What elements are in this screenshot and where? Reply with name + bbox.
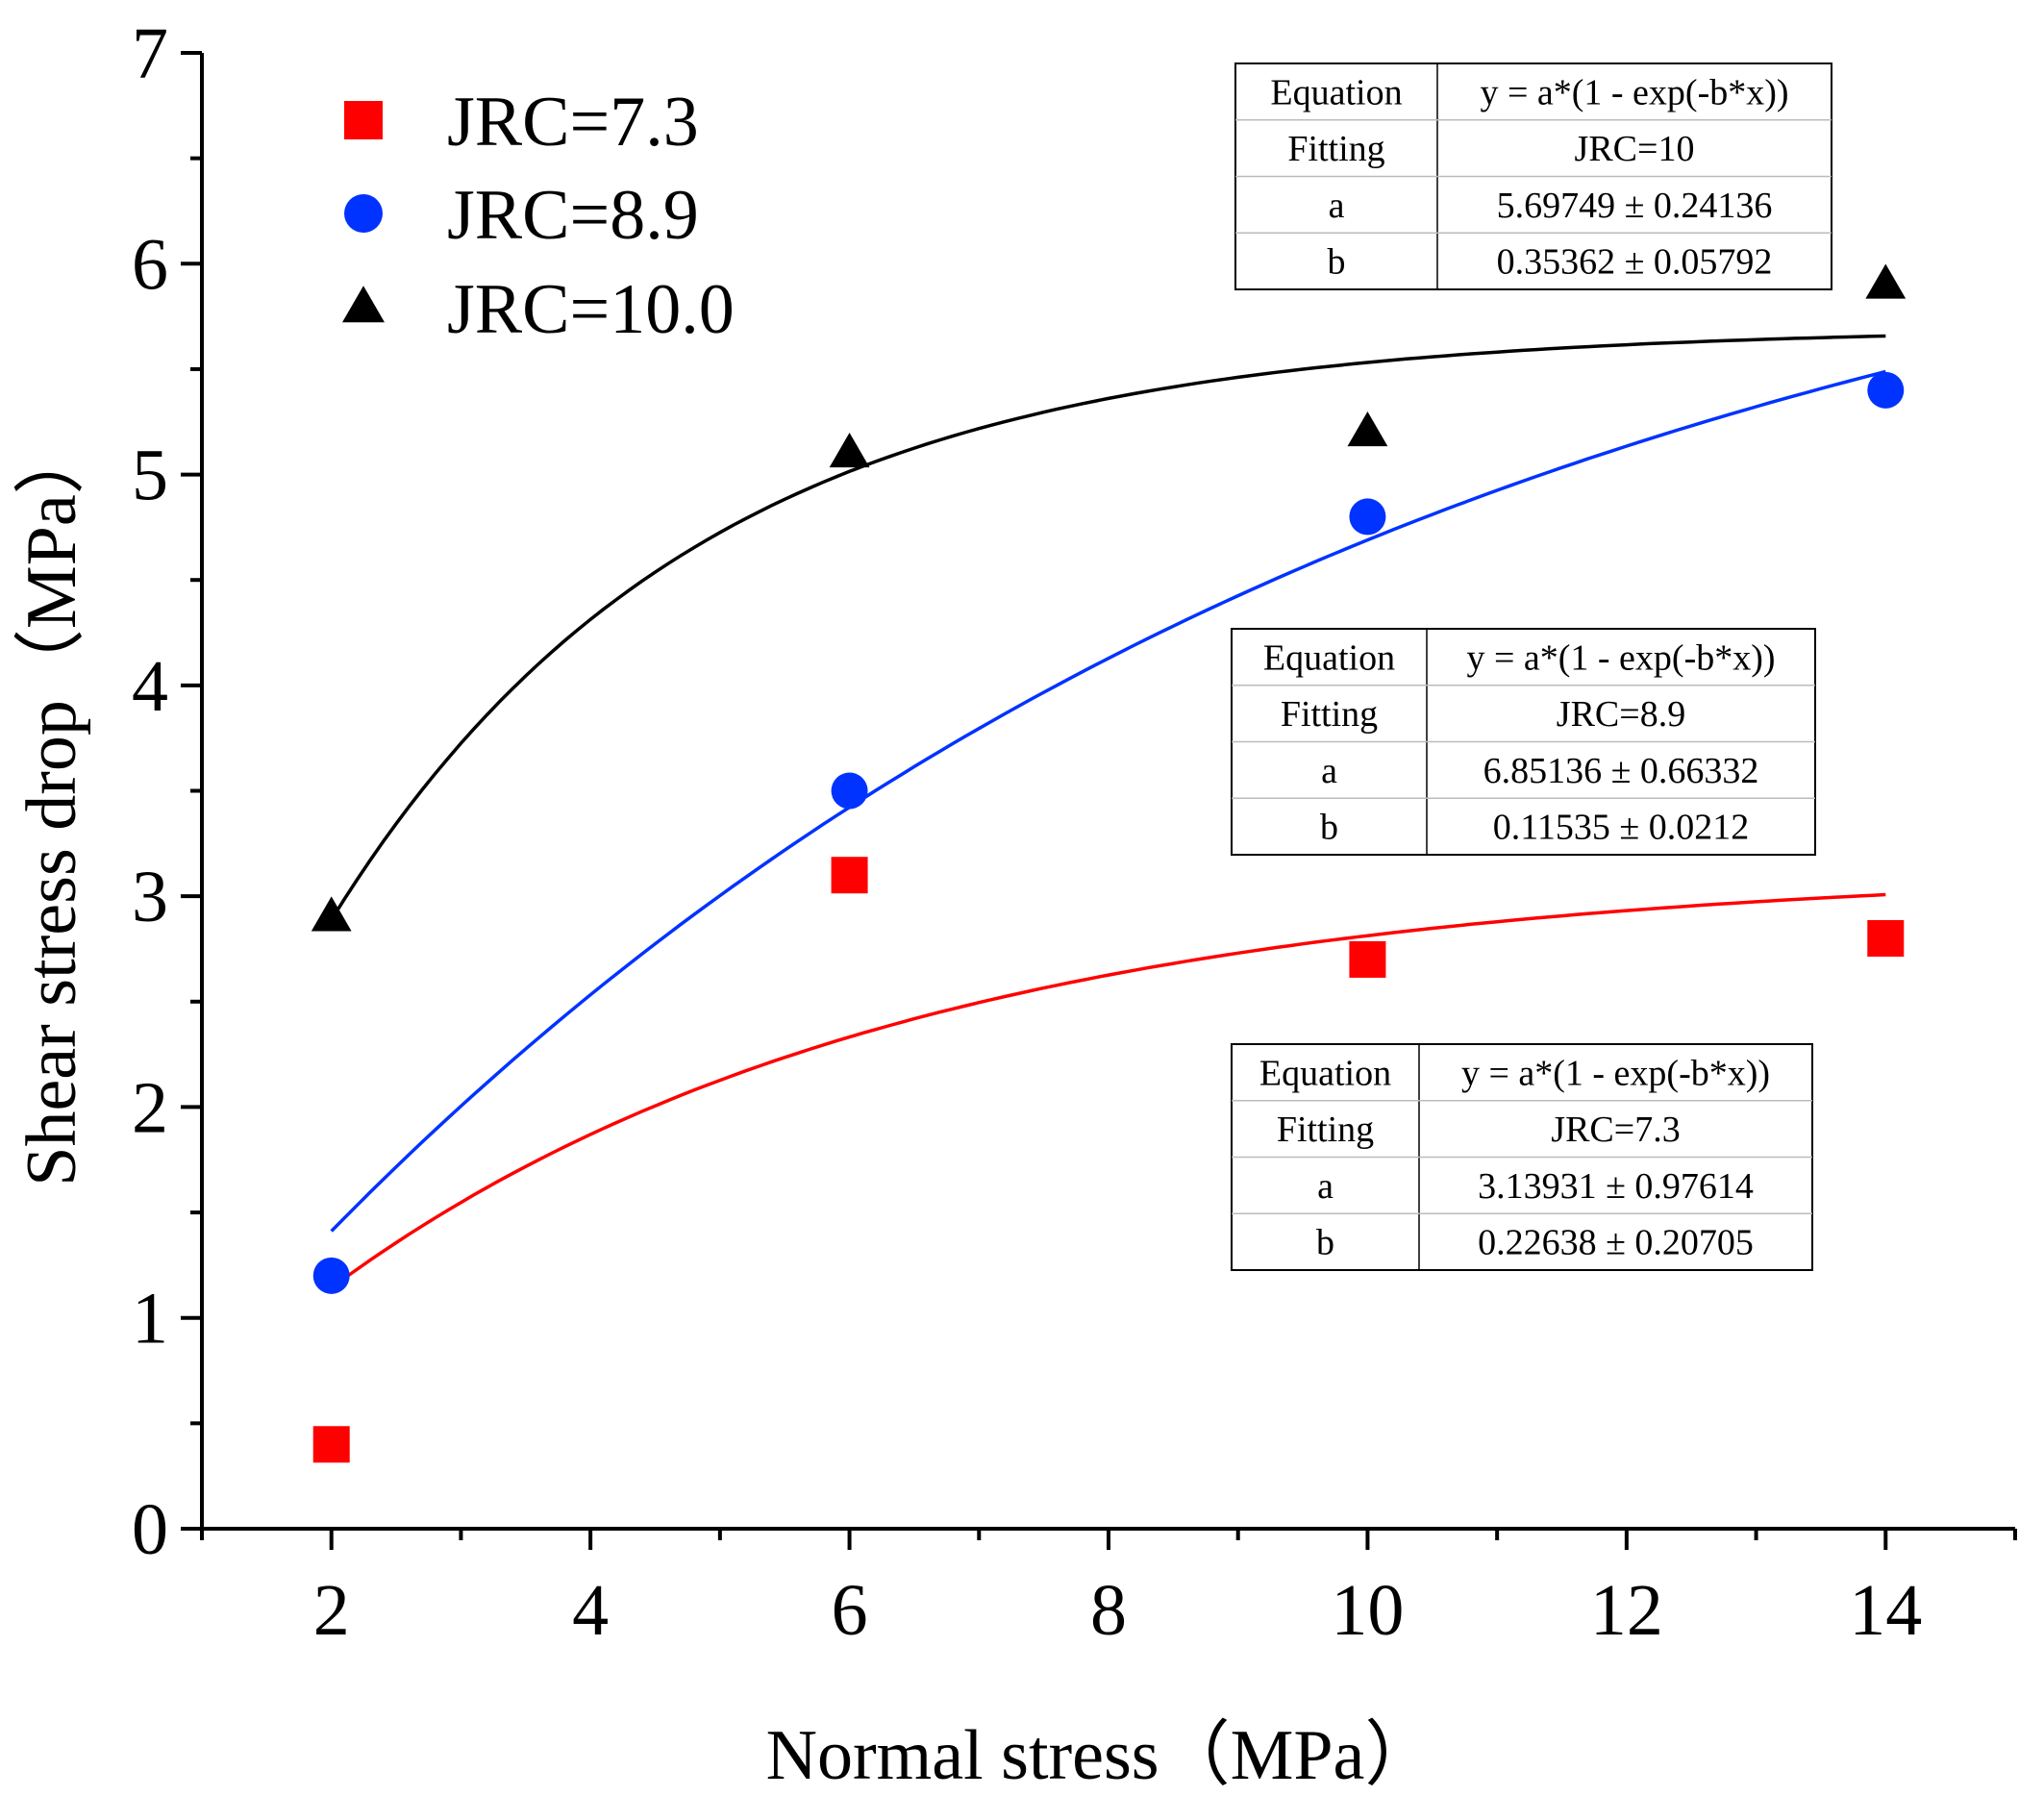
- fit-table-value: 0.35362 ± 0.05792: [1497, 242, 1773, 283]
- y-tick-label: 6: [132, 224, 168, 305]
- fit-curve: [330, 892, 1886, 1289]
- legend-label: JRC=8.9: [447, 176, 699, 255]
- fit-table: Equation y = a*(1 - exp(-b*x)) Fitting JRC=…: [1231, 628, 1816, 856]
- data-point: [311, 896, 352, 932]
- fit-table-value: y = a*(1 - exp(-b*x)): [1466, 637, 1775, 678]
- data-point: [1347, 412, 1388, 447]
- legend-marker: [344, 194, 383, 233]
- fit-table-value: y = a*(1 - exp(-b*x)): [1461, 1053, 1770, 1093]
- data-point: [1349, 940, 1386, 978]
- fit-table-key: a: [1321, 751, 1337, 791]
- fit-table-key: Equation: [1259, 1053, 1391, 1093]
- y-axis-title: Shear stress drop（MPa）: [12, 423, 91, 1185]
- legend-marker: [342, 286, 385, 323]
- y-tick-label: 1: [132, 1279, 168, 1359]
- data-point: [312, 1257, 350, 1294]
- fit-table-key: Fitting: [1287, 129, 1384, 169]
- fit-table: Equation y = a*(1 - exp(-b*x)) Fitting JRC=…: [1234, 62, 1832, 290]
- fit-table-value: 0.11535 ± 0.0212: [1493, 808, 1749, 848]
- x-tick-label: 4: [572, 1570, 609, 1651]
- fit-curve: [330, 334, 1886, 921]
- legend: JRC=7.3 JRC=8.9 JRC=10.0: [342, 83, 735, 349]
- x-tick-label: 2: [313, 1570, 350, 1651]
- fit-table-key: b: [1316, 1223, 1334, 1263]
- fit-table-value: JRC=7.3: [1551, 1110, 1680, 1150]
- y-tick-label: 2: [132, 1067, 168, 1148]
- x-tick-label: 12: [1590, 1570, 1663, 1651]
- fit-table: Equation y = a*(1 - exp(-b*x)) Fitting JRC=…: [1231, 1043, 1813, 1271]
- fit-curve: [330, 369, 1886, 1233]
- fit-table-key: b: [1320, 808, 1338, 848]
- fit-table-key: Equation: [1270, 72, 1402, 112]
- x-tick-label: 14: [1849, 1570, 1922, 1651]
- fit-table-value: 6.85136 ± 0.66332: [1483, 751, 1759, 791]
- data-point: [1867, 920, 1905, 957]
- x-tick-label: 6: [832, 1570, 868, 1651]
- y-tick-label: 3: [132, 857, 168, 937]
- data-point: [1349, 498, 1386, 536]
- fit-table-value: JRC=10: [1575, 129, 1695, 169]
- y-tick-label: 7: [132, 13, 168, 94]
- fit-curves: [330, 334, 1886, 1289]
- fit-table-key: a: [1329, 186, 1345, 226]
- fit-table-value: JRC=8.9: [1557, 694, 1685, 735]
- legend-label: JRC=7.3: [447, 83, 699, 162]
- data-point: [312, 1426, 350, 1463]
- fit-table-key: a: [1317, 1166, 1334, 1207]
- legend-label: JRC=10.0: [447, 270, 735, 349]
- y-tick-label: 5: [132, 436, 168, 516]
- fit-table-value: 3.13931 ± 0.97614: [1478, 1166, 1754, 1207]
- x-axis-title: Normal stress（MPa）: [766, 1716, 1436, 1795]
- x-tick-label: 10: [1331, 1570, 1404, 1651]
- x-tick-label: 8: [1090, 1570, 1127, 1651]
- fit-table-key: Fitting: [1277, 1110, 1374, 1150]
- data-point: [1867, 371, 1905, 409]
- fit-table-key: Equation: [1263, 637, 1395, 678]
- fit-table-key: Fitting: [1281, 694, 1378, 735]
- fit-table-key: b: [1328, 242, 1346, 283]
- y-tick-label: 0: [132, 1489, 168, 1570]
- data-point: [1865, 263, 1907, 299]
- data-point: [831, 772, 868, 810]
- y-tick-label: 4: [132, 646, 168, 727]
- fit-table-value: y = a*(1 - exp(-b*x)): [1480, 72, 1788, 112]
- data-point: [829, 432, 870, 468]
- fit-table-value: 0.22638 ± 0.20705: [1478, 1223, 1754, 1263]
- legend-marker: [344, 101, 383, 139]
- fit-tables: Equation y = a*(1 - exp(-b*x)) Fitting JRC=…: [1231, 62, 1832, 1271]
- fit-table-value: 5.69749 ± 0.24136: [1497, 186, 1773, 226]
- data-point: [831, 857, 868, 894]
- data-points: [311, 263, 1907, 1463]
